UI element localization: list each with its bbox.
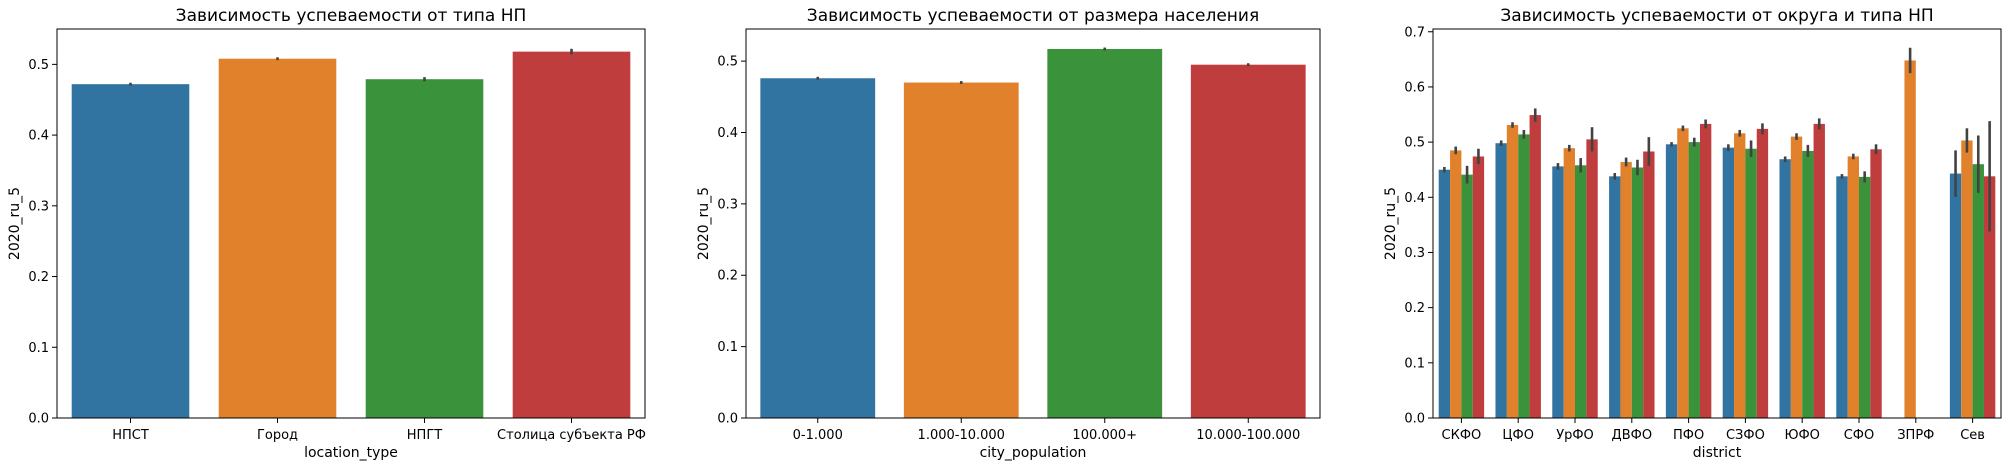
bar	[1677, 128, 1689, 418]
bar	[1949, 173, 1962, 418]
chart-title: Зависимость успеваемости от типа НП	[176, 6, 527, 26]
y-tick-label: 0.6	[1404, 80, 1425, 95]
bar	[1722, 147, 1735, 418]
x-tick-label: УрФО	[1556, 428, 1594, 443]
bar	[1734, 133, 1746, 419]
x-tick-label: Город	[257, 428, 298, 443]
bar	[1756, 128, 1769, 419]
x-tick-label: СКФО	[1442, 428, 1482, 443]
y-tick-label: 0.3	[1404, 246, 1425, 261]
y-axis-label: 2020_ru_5	[1383, 187, 1399, 260]
y-tick-label: 0.0	[1404, 412, 1425, 427]
bar	[1438, 169, 1451, 418]
y-tick-label: 0.1	[28, 341, 49, 356]
x-tick-label: СФО	[1844, 428, 1875, 443]
x-tick-label: ЦФО	[1502, 428, 1534, 443]
x-tick-label: НПГТ	[407, 428, 442, 443]
bar	[1688, 142, 1700, 419]
bar	[1699, 123, 1712, 418]
axes-frame	[1432, 28, 2002, 419]
y-tick-label: 0.7	[1404, 25, 1425, 40]
y-axis-label: 2020_ru_5	[696, 187, 712, 260]
x-tick-label: ДВФО	[1612, 428, 1653, 443]
bar	[1779, 159, 1791, 418]
bar	[1609, 176, 1621, 418]
x-tick-label: ПФО	[1673, 428, 1704, 443]
bar	[1563, 148, 1575, 418]
x-tick-label: НПСТ	[112, 428, 149, 443]
bar	[1620, 161, 1632, 419]
bar	[1552, 166, 1564, 418]
x-tick-label: Столица субъекта РФ	[497, 428, 646, 443]
x-axis-label: location_type	[304, 445, 398, 461]
y-tick-label: 0.1	[1404, 356, 1425, 371]
bar	[1518, 134, 1530, 418]
bar	[903, 82, 1019, 419]
y-tick-label: 0.2	[1404, 301, 1425, 316]
x-axis-label: city_population	[980, 445, 1087, 461]
x-tick-label: 10.000-100.000	[1196, 428, 1300, 443]
y-tick-label: 0.2	[28, 270, 49, 285]
x-axis-label: district	[1693, 445, 1742, 461]
bar	[71, 84, 190, 419]
x-tick-label: СЗФО	[1726, 428, 1765, 443]
bar	[1813, 123, 1825, 418]
chart-title: Зависимость успеваемости от размера насе…	[807, 6, 1259, 26]
y-tick-label: 0.4	[28, 129, 49, 144]
bar	[1472, 156, 1485, 418]
bar	[760, 78, 876, 418]
bar	[1047, 48, 1163, 418]
bar	[1529, 115, 1541, 418]
bar	[1495, 143, 1507, 418]
bar	[1631, 167, 1644, 418]
bar	[218, 58, 337, 419]
y-tick-label: 0.2	[717, 269, 738, 284]
y-tick-label: 0.4	[1404, 191, 1425, 206]
y-tick-label: 0.0	[717, 412, 738, 427]
bar	[1450, 150, 1462, 418]
bar	[1961, 140, 1973, 418]
chart-3: 0.0 0.1 0.2 0.3 0.4 0.5 0.6 0.7 СКФО ЦФО УрФО ДВФО П…	[1383, 6, 2002, 461]
chart-title: Зависимость успеваемости от округа и тип…	[1500, 6, 1933, 26]
axes-frame	[745, 28, 1321, 419]
chart-1: 0.0 0.1 0.2 0.3 0.4 0.5 НПСТ Город НПГТ Столица с…	[7, 6, 646, 461]
x-tick-label: ЗПРФ	[1897, 428, 1934, 443]
bar	[1790, 136, 1803, 418]
y-tick-label: 0.5	[1404, 136, 1425, 151]
bar	[1983, 176, 1996, 418]
bar	[365, 79, 484, 418]
axes-frame	[56, 28, 646, 419]
y-tick-label: 0.3	[28, 199, 49, 214]
y-tick-label: 0.3	[717, 197, 738, 212]
x-tick-label: Сев	[1960, 428, 1985, 443]
x-tick-label: 0-1.000	[793, 428, 843, 443]
y-tick-label: 0.4	[717, 126, 738, 141]
bar	[1506, 125, 1519, 418]
y-tick-label: 0.5	[28, 58, 49, 73]
bar	[1847, 156, 1859, 418]
bar	[1665, 144, 1678, 419]
bar	[1190, 64, 1306, 418]
y-tick-label: 0.5	[717, 55, 738, 70]
bar	[1904, 60, 1916, 419]
bar	[1745, 148, 1757, 419]
bar	[1870, 149, 1882, 418]
bar	[1586, 139, 1598, 418]
bar	[1461, 174, 1473, 418]
bar	[1836, 176, 1848, 418]
y-tick-label: 0.1	[717, 340, 738, 355]
x-tick-label: ЮФО	[1784, 428, 1819, 443]
x-tick-label: 1.000-10.000	[918, 428, 1005, 443]
y-axis-label: 2020_ru_5	[7, 187, 23, 260]
chart-2: 0.0 0.1 0.2 0.3 0.4 0.5 0-1.000 1.000-10.000 100…	[696, 6, 1321, 461]
bar	[1859, 176, 1871, 418]
bar	[1643, 151, 1655, 418]
bar	[512, 51, 631, 419]
y-tick-label: 0.0	[28, 412, 49, 427]
bar	[1575, 165, 1587, 418]
x-tick-label: 100.000+	[1072, 428, 1137, 443]
bar	[1802, 150, 1814, 419]
bar	[1972, 164, 1984, 418]
